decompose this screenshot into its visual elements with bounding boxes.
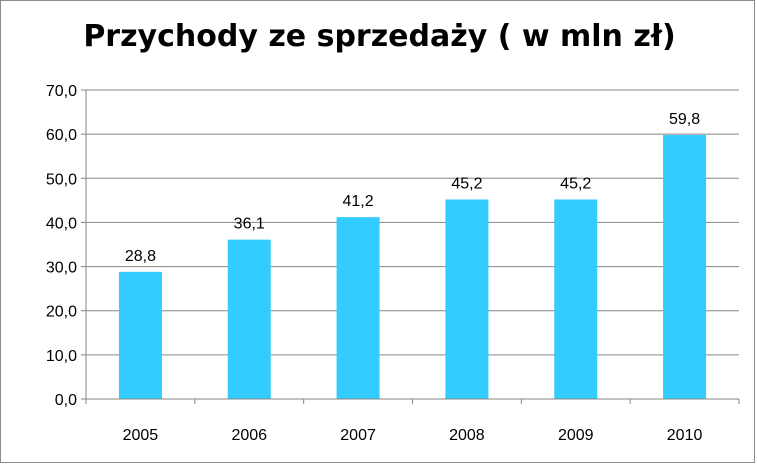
data-label-2005: 28,8 — [125, 248, 156, 265]
data-label-2008: 45,2 — [451, 175, 482, 192]
x-tick-label: 2006 — [231, 427, 267, 444]
y-tick-label: 50,0 — [46, 171, 77, 188]
y-tick-label: 20,0 — [46, 304, 77, 321]
data-label-2010: 59,8 — [669, 111, 700, 128]
y-tick-label: 30,0 — [46, 260, 77, 277]
bar-2008 — [445, 199, 489, 399]
data-label-2007: 41,2 — [343, 193, 374, 210]
x-tick-label: 2010 — [667, 427, 703, 444]
data-label-2006: 36,1 — [234, 216, 265, 233]
y-tick-label: 40,0 — [46, 215, 77, 232]
y-axis-ticks: 0,0 10,0 20,0 30,0 40,0 50,0 60,0 70,0 — [46, 83, 86, 409]
x-tick-label: 2005 — [123, 427, 159, 444]
bar-2007 — [336, 217, 380, 399]
y-tick-label: 60,0 — [46, 127, 77, 144]
data-labels: 28,8 36,1 41,2 45,2 45,2 59,8 — [125, 111, 700, 265]
grid-lines — [86, 89, 739, 356]
data-label-2009: 45,2 — [560, 175, 591, 192]
y-tick-label: 10,0 — [46, 348, 77, 365]
chart-title: Przychody ze sprzedaży ( w mln zł) — [83, 19, 676, 54]
axes — [85, 90, 739, 400]
bar-2009 — [554, 199, 598, 399]
y-tick-label: 0,0 — [55, 392, 77, 409]
x-tick-label: 2007 — [340, 427, 376, 444]
x-tick-label: 2008 — [449, 427, 485, 444]
bar-2005 — [118, 271, 162, 399]
x-axis-ticks: 2005 2006 2007 2008 2009 2010 — [85, 399, 740, 444]
y-tick-label: 70,0 — [46, 83, 77, 100]
bar-2010 — [663, 135, 707, 400]
bars — [118, 135, 707, 400]
x-tick-label: 2009 — [558, 427, 594, 444]
bar-2006 — [227, 239, 271, 399]
